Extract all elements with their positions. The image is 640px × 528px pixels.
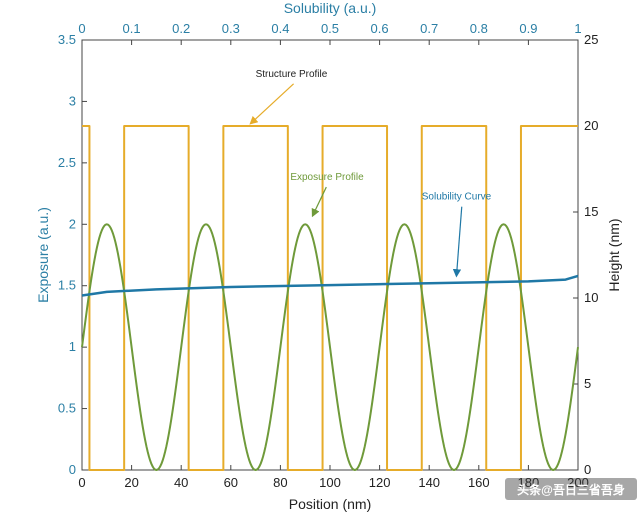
- watermark-bg: [505, 478, 637, 500]
- y-right-tick-label: 10: [584, 290, 598, 305]
- annotation-label: Exposure Profile: [290, 172, 364, 183]
- y-left-tick-label: 0: [69, 462, 76, 477]
- y-right-tick-label: 0: [584, 462, 591, 477]
- x-tick-label: 0: [78, 475, 85, 490]
- x-tick-label: 200: [567, 475, 589, 490]
- x-tick-label: 60: [224, 475, 238, 490]
- exposure-profile-line: [81, 223, 579, 471]
- x-tick-label: 40: [174, 475, 188, 490]
- y-right-tick-label: 5: [584, 376, 591, 391]
- x-top-tick-label: 0.5: [321, 21, 339, 36]
- plot-frame: [81, 39, 579, 471]
- x-tick-label: 80: [273, 475, 287, 490]
- x-top-tick-label: 0.7: [420, 21, 438, 36]
- x-top-tick-label: 0.2: [172, 21, 190, 36]
- x-top-tick-label: 0.6: [371, 21, 389, 36]
- y-left-tick-label: 0.5: [58, 401, 76, 416]
- x-top-tick-label: 0: [78, 21, 85, 36]
- x-top-axis-label: Solubility (a.u.): [284, 0, 377, 16]
- annotation-arrow: [452, 206, 463, 278]
- y-right-tick-label: 25: [584, 32, 598, 47]
- x-tick-label: 160: [468, 475, 490, 490]
- x-top-tick-label: 0.4: [271, 21, 289, 36]
- y-left-tick-label: 3.5: [58, 32, 76, 47]
- x-top-tick-label: 0.8: [470, 21, 488, 36]
- x-axis-label: Position (nm): [289, 496, 371, 512]
- y-right-tick-label: 15: [584, 204, 598, 219]
- x-tick-label: 140: [418, 475, 440, 490]
- y-right-tick-label: 20: [584, 118, 598, 133]
- y-left-tick-label: 1.5: [58, 278, 76, 293]
- x-top-tick-label: 0.1: [123, 21, 141, 36]
- y-left-tick-label: 2.5: [58, 155, 76, 170]
- y-left-tick-label: 2: [69, 216, 76, 231]
- annotation-arrow: [249, 83, 295, 125]
- x-tick-label: 100: [319, 475, 341, 490]
- x-top-tick-label: 0.3: [222, 21, 240, 36]
- y-left-axis-label: Exposure (a.u.): [35, 207, 51, 303]
- annotation-label: Structure Profile: [256, 69, 328, 80]
- solubility-curve-line: [81, 274, 579, 297]
- x-top-tick-label: 1: [574, 21, 581, 36]
- y-left-tick-label: 3: [69, 93, 76, 108]
- x-tick-label: 20: [124, 475, 138, 490]
- x-tick-label: 120: [369, 475, 391, 490]
- watermark-text: 头条@吾日三省吾身: [517, 482, 625, 497]
- x-top-tick-label: 0.9: [519, 21, 537, 36]
- y-right-axis-label: Height (nm): [606, 218, 622, 291]
- annotation-label: Solubility Curve: [422, 192, 492, 203]
- x-tick-label: 180: [518, 475, 540, 490]
- annotation-arrow: [311, 186, 327, 218]
- y-left-tick-label: 1: [69, 339, 76, 354]
